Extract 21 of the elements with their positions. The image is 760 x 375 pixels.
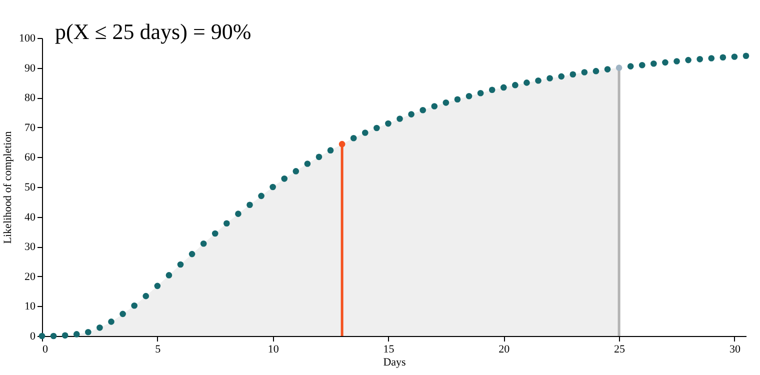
y-tick-label: 20 [24,270,36,283]
y-tick-label: 10 [24,300,36,313]
y-tick-label: 0 [30,330,36,342]
y-tick-label: 40 [24,211,36,224]
y-tick-label: 30 [24,241,36,254]
y-tick-label: 100 [19,32,36,44]
y-axis-title: Likelihood of completion [2,130,14,244]
x-axis-title: Days [383,356,406,368]
x-tick-label: 0 [42,344,48,356]
x-tick-label: 25 [614,344,626,356]
x-tick-label: 30 [729,344,741,356]
chart-title: p(X ≤ 25 days) = 90% [55,19,252,44]
y-tick-label: 70 [24,122,36,134]
y-tick-label: 60 [24,152,36,164]
x-tick-label: 10 [268,344,280,356]
y-tick-label: 80 [24,92,36,104]
y-tick-label: 50 [24,182,36,194]
x-tick-label: 20 [498,344,510,356]
x-tick-label: 5 [155,344,162,356]
x-tick-label: 15 [383,344,395,356]
y-tick-label: 90 [24,62,36,74]
